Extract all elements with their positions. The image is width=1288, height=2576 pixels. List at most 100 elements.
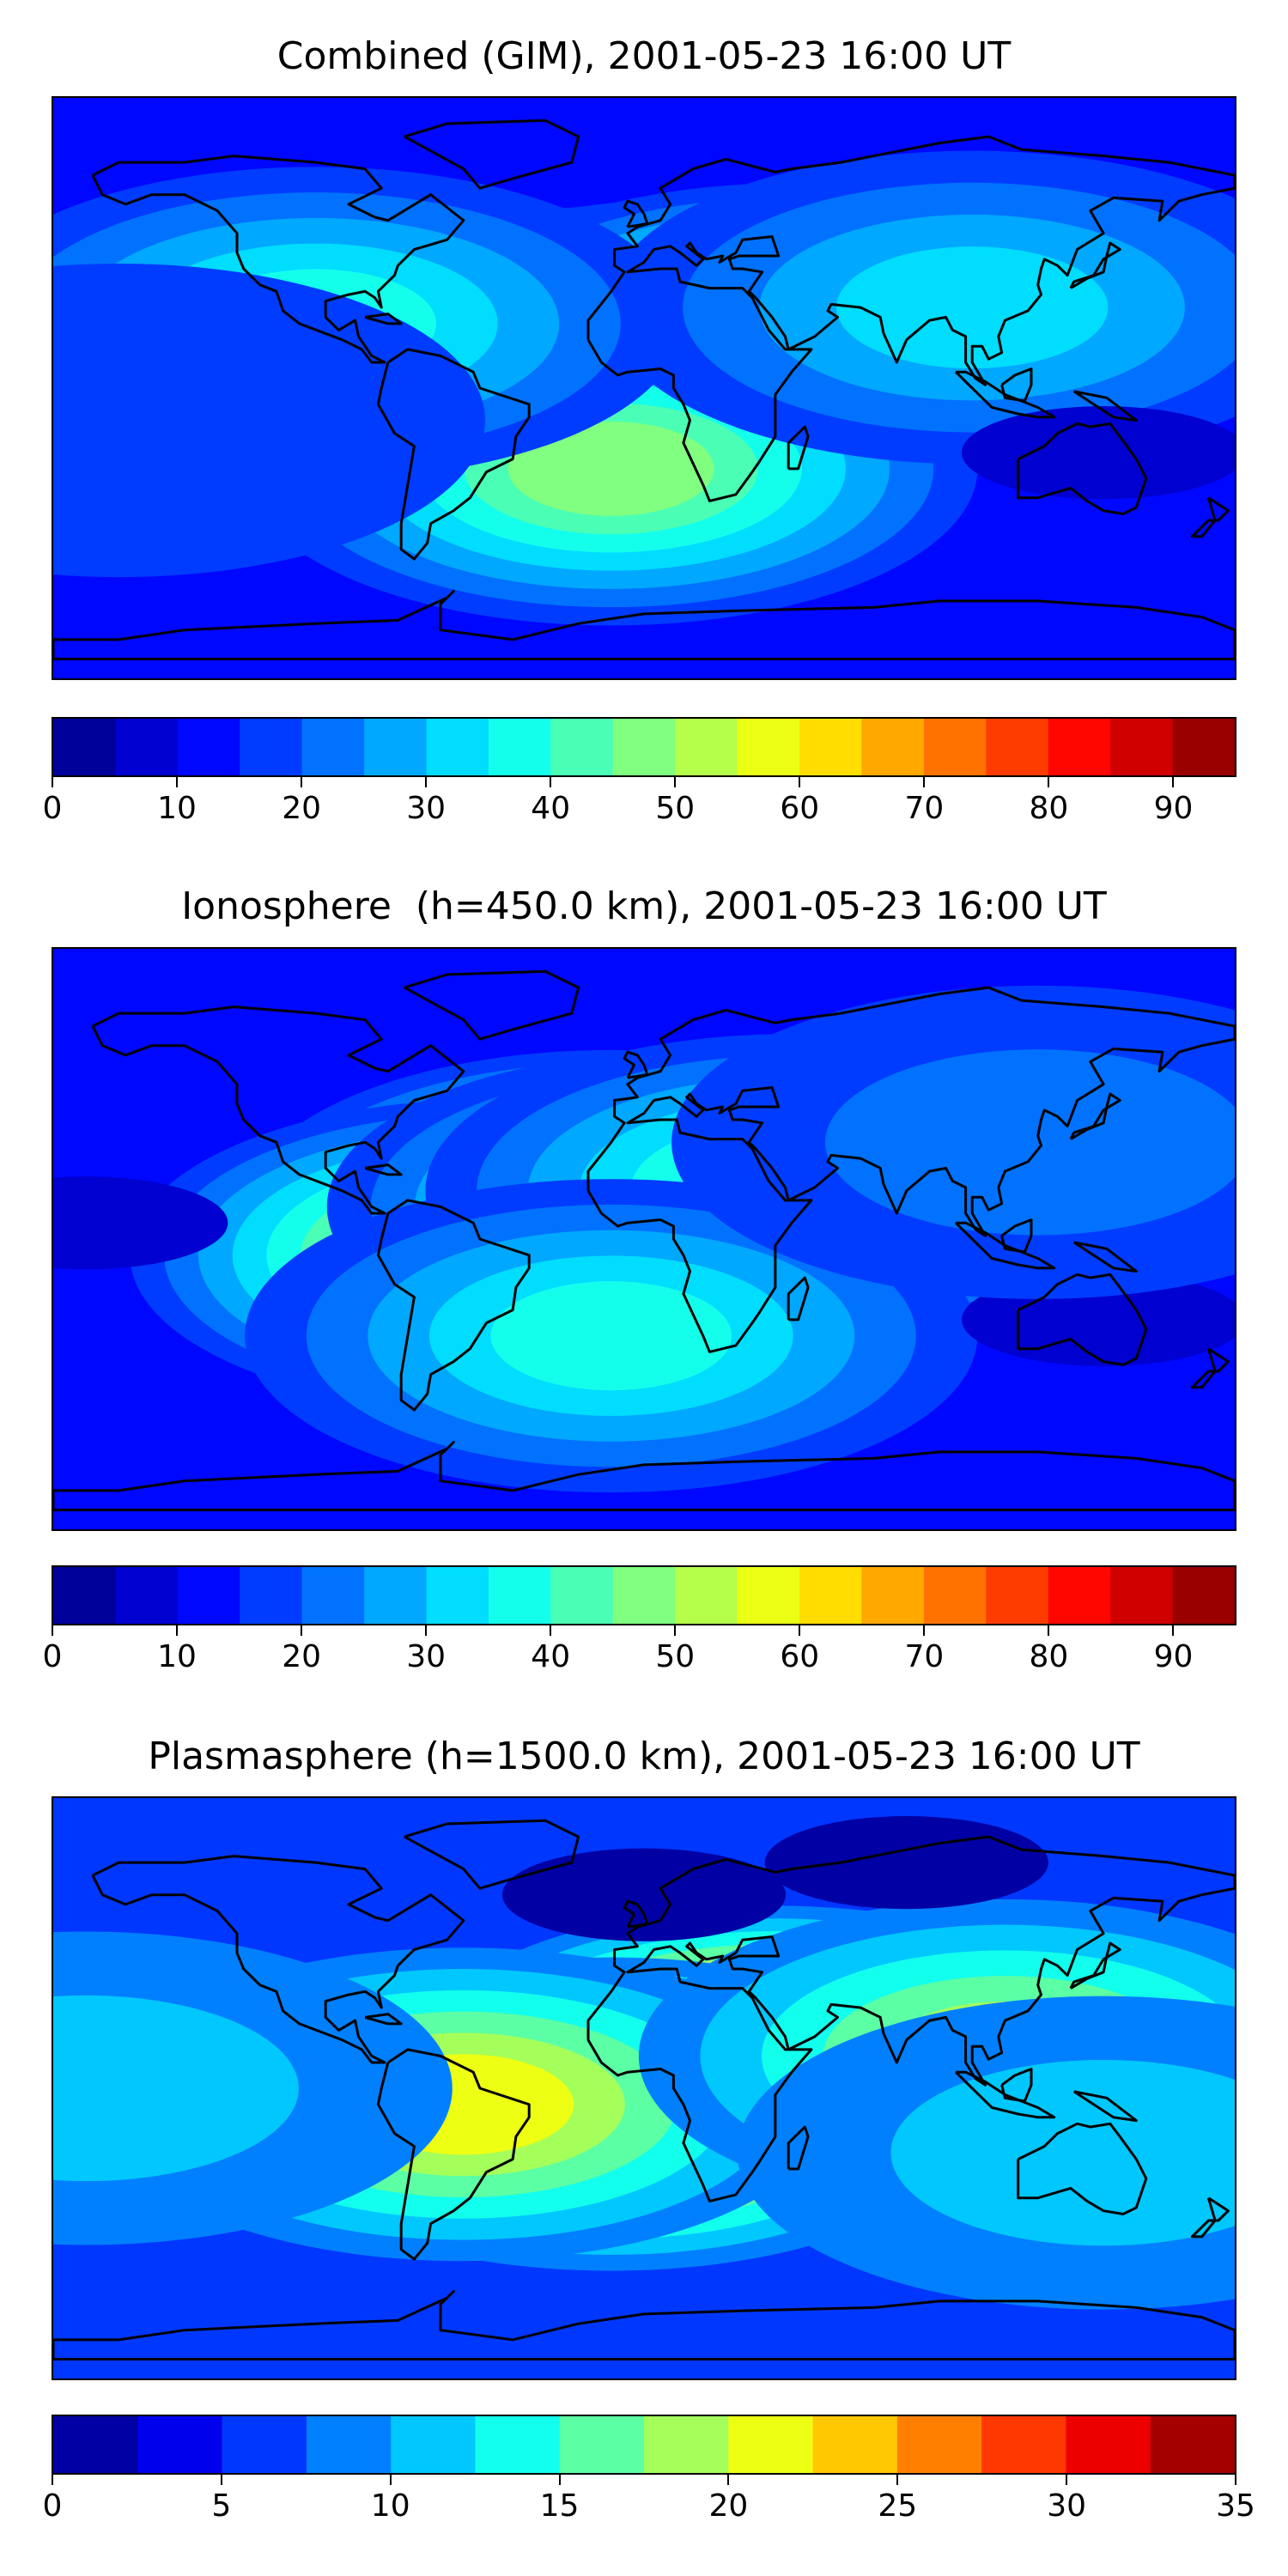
panel-title: Combined (GIM), 2001-05-23 16:00 UT — [276, 34, 1012, 78]
coastline-new-guinea — [1072, 1241, 1138, 1273]
colorbar-tick — [301, 777, 303, 787]
tec-map-combined — [52, 96, 1236, 680]
coastline-australia — [1017, 2122, 1148, 2215]
colorbar-segment — [301, 719, 365, 775]
colorbar-tick-label: 0 — [42, 2488, 63, 2524]
colorbar-tick-label: 40 — [531, 791, 571, 826]
coastline-antarctica — [53, 590, 1235, 660]
tec-map-ionosphere — [52, 947, 1236, 1531]
coastline-greenland — [404, 118, 580, 190]
colorbar-segment — [426, 719, 489, 775]
coastline-australia — [1017, 422, 1148, 515]
colorbar-segment — [391, 2416, 477, 2473]
colorbar-tick — [558, 2475, 561, 2485]
colorbar-segment — [799, 719, 863, 775]
colorbar-segment — [799, 1567, 863, 1624]
colorbar-tick — [425, 1625, 428, 1636]
coastline-new-zealand — [1190, 1347, 1230, 1389]
colorbar-tick — [176, 1625, 179, 1636]
coastline-cuba — [364, 313, 403, 325]
colorbar-segment — [364, 719, 428, 775]
colorbar-tick-label: 70 — [904, 1639, 945, 1674]
map-svg — [53, 949, 1235, 1529]
contour-feature — [737, 1996, 1235, 2310]
colorbar-tick-label: 30 — [406, 791, 447, 826]
coastline-africa-eurasia — [586, 135, 1235, 502]
colorbar-tick-label: 0 — [42, 791, 63, 826]
coastline-borneo — [1000, 1218, 1033, 1254]
contour-band — [507, 421, 714, 516]
contour-feature — [245, 1179, 978, 1493]
colorbar-segment — [488, 719, 551, 775]
colorbar-segment — [426, 1567, 489, 1624]
colorbar-tick — [1066, 2475, 1068, 2485]
coastline-borneo — [1000, 368, 1033, 403]
colorbar-segment — [137, 2416, 223, 2473]
colorbar-segment — [861, 1567, 925, 1624]
colorbar-tick-label: 30 — [1047, 2488, 1087, 2524]
colorbar-tick-label: 10 — [157, 791, 197, 826]
coastline-new-guinea — [1072, 2090, 1138, 2123]
colorbar-segment — [364, 1567, 428, 1624]
contour-feature — [53, 264, 485, 578]
coastline-madagascar — [787, 425, 810, 471]
colorbar-tick — [52, 1625, 53, 1636]
colorbar-tick — [1235, 2475, 1236, 2485]
colorbar-segment — [1172, 1567, 1235, 1624]
colorbar-tick — [799, 777, 801, 787]
colorbar-segment — [728, 2416, 814, 2473]
colorbar-tick-label: 10 — [157, 1639, 197, 1674]
contour-band — [890, 2059, 1235, 2246]
colorbar-segment — [559, 2416, 645, 2473]
coastline-madagascar — [787, 2125, 810, 2171]
colorbar-tick-label: 60 — [780, 791, 820, 826]
colorbar-segment — [861, 719, 925, 775]
coastline-japan — [1069, 1092, 1121, 1140]
contour-feature — [53, 1931, 453, 2245]
coastline-cuba — [364, 1163, 403, 1176]
colorbar-tick — [727, 2475, 730, 2485]
colorbar-segment — [177, 1567, 240, 1624]
colorbar-tick-label: 50 — [655, 1639, 696, 1674]
colorbar-tick-label: 80 — [1029, 1639, 1069, 1674]
colorbar-tick — [52, 2475, 53, 2485]
colorbar-segment — [644, 2416, 729, 2473]
colorbar-segment — [981, 2416, 1067, 2473]
contour-band — [53, 1995, 299, 2182]
colorbar-tick-label: 70 — [904, 791, 945, 826]
coastline-new-zealand — [1190, 496, 1230, 538]
colorbar-segment — [923, 719, 987, 775]
coastline-madagascar — [787, 1276, 810, 1321]
colorbar-segment — [612, 1567, 676, 1624]
colorbar-tick — [550, 777, 552, 787]
colorbar-segment — [737, 719, 800, 775]
contour-band — [490, 1281, 732, 1391]
colorbar-segment — [986, 719, 1049, 775]
colorbar-segment — [475, 2416, 561, 2473]
colorbar-segment — [1066, 2416, 1151, 2473]
colorbar-ticks-ionosphere: 0 10 20 30 40 50 60 70 80 90 — [43, 1625, 1236, 1677]
colorbar-tick — [550, 1625, 552, 1636]
colorbar-tick-label: 20 — [708, 2488, 749, 2524]
contour-band — [53, 264, 485, 578]
colorbar-segment — [612, 719, 676, 775]
colorbar-tick — [1172, 1625, 1175, 1636]
colorbar-tick — [1172, 777, 1175, 787]
coastline-uk — [623, 199, 649, 228]
colorbar-segment — [1150, 2416, 1235, 2473]
colorbar-tick-label: 0 — [42, 1639, 63, 1674]
colorbar-tick-label: 25 — [878, 2488, 918, 2524]
colorbar-segment — [550, 719, 614, 775]
tec-map-plasmasphere — [52, 1796, 1236, 2380]
panel-title: Plasmasphere (h=1500.0 km), 2001-05-23 1… — [148, 1735, 1140, 1778]
colorbar-segment — [1172, 719, 1235, 775]
coastline-antarctica — [53, 2290, 1235, 2360]
colorbar-segment — [737, 1567, 800, 1624]
colorbar-segment — [675, 719, 738, 775]
colorbar-tick-label: 15 — [539, 2488, 580, 2524]
contour-feature — [962, 406, 1235, 500]
colorbar-svg — [53, 719, 1235, 775]
colorbar-segment — [675, 1567, 738, 1624]
contour-feature — [501, 1848, 787, 1941]
colorbar-tick — [1048, 777, 1050, 787]
